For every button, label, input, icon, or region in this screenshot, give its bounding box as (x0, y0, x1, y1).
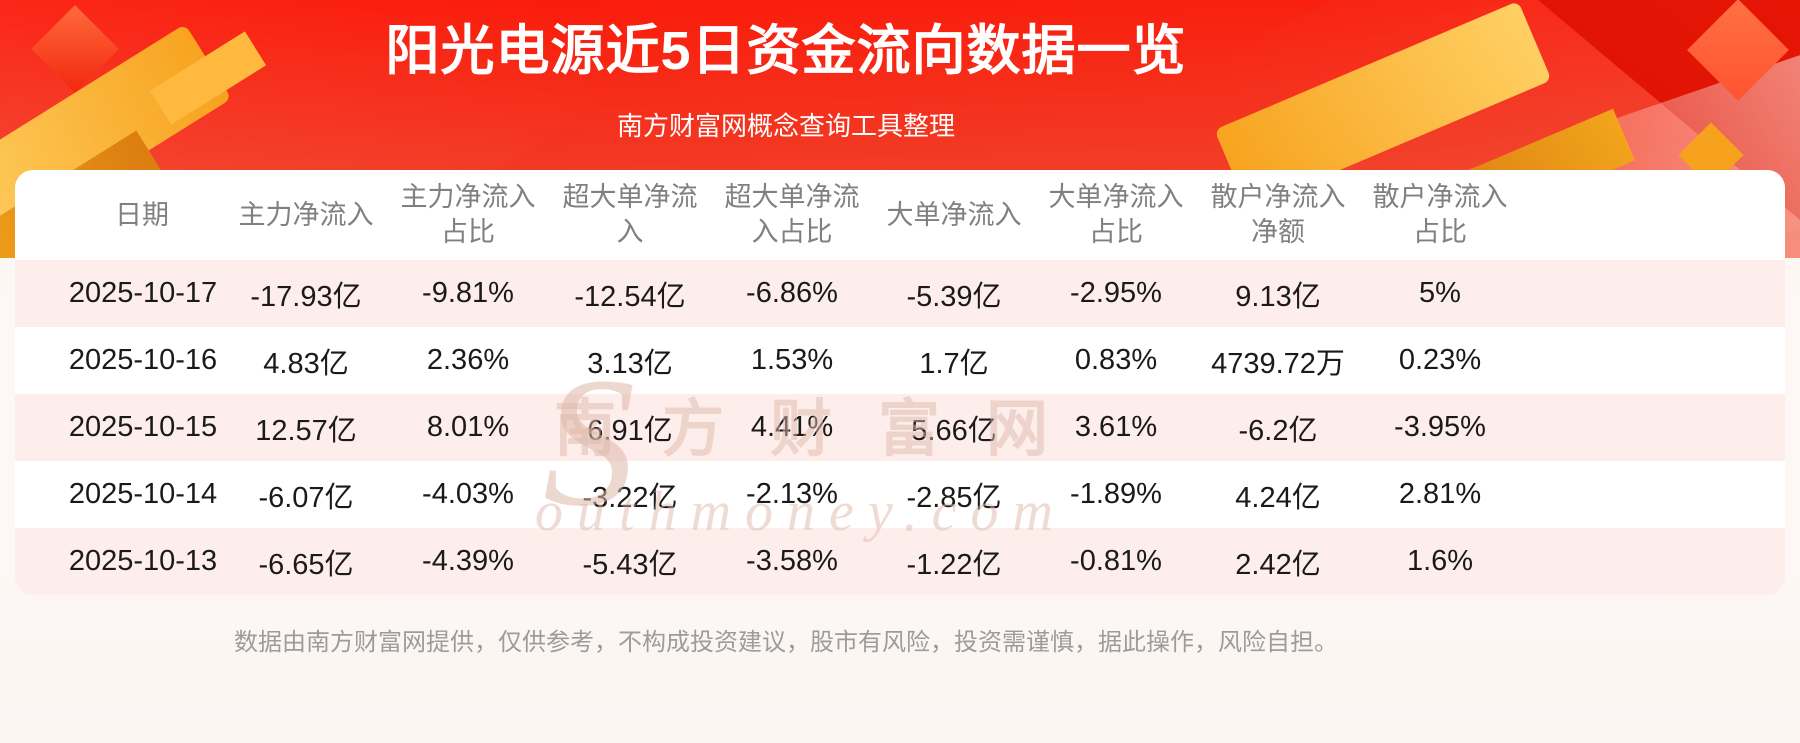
value-cell: -6.86% (746, 277, 838, 309)
column-header: 散户净流入净额 (1197, 170, 1359, 260)
table-header-row: 日期 主力净流入 主力净流入占比 超大单净流入 超大单净流入占比 大单净流入 大单净流入占比… (15, 170, 1785, 260)
date-cell: 2025-10-13 (68, 545, 218, 577)
value-cell: -0.81% (1070, 545, 1162, 577)
value-cell: -9.81% (422, 277, 514, 309)
date-cell: 2025-10-14 (68, 478, 218, 510)
filler-cell (1521, 394, 1785, 461)
value-cell: -4.39% (422, 545, 514, 577)
value-cell: 0.83% (1074, 344, 1158, 376)
table-row: 2025-10-14 -6.07亿 -4.03% -3.22亿 -2.13% -2.85亿… (15, 461, 1785, 528)
value-cell: 4.24亿 (1235, 481, 1321, 514)
column-header: 散户净流入占比 (1359, 170, 1521, 260)
value-cell: -5.39亿 (906, 280, 1002, 313)
value-cell: 2.36% (426, 344, 510, 376)
value-cell: 5% (1419, 277, 1461, 309)
value-cell: 3.61% (1074, 411, 1158, 443)
fund-flow-card: 日期 主力净流入 主力净流入占比 超大单净流入 超大单净流入占比 大单净流入 大单净流入占比… (15, 170, 1785, 595)
value-cell: 4739.72万 (1211, 347, 1345, 380)
value-cell: 4.83亿 (263, 347, 349, 380)
date-cell: 2025-10-16 (68, 344, 218, 376)
value-cell: -2.13% (746, 478, 838, 510)
value-cell: -5.43亿 (582, 548, 678, 581)
value-cell: -4.03% (422, 478, 514, 510)
filler-cell (1521, 528, 1785, 595)
value-cell: -1.89% (1070, 478, 1162, 510)
value-cell: -3.22亿 (582, 481, 678, 514)
value-cell: -6.2亿 (1238, 414, 1318, 447)
table-head: 日期 主力净流入 主力净流入占比 超大单净流入 超大单净流入占比 大单净流入 大单净流入占比… (15, 170, 1785, 260)
value-cell: 4.41% (750, 411, 834, 443)
value-cell: 2.81% (1398, 478, 1482, 510)
value-cell: 6.91亿 (587, 414, 673, 447)
value-cell: 9.13亿 (1235, 280, 1321, 313)
filler-cell (1521, 260, 1785, 327)
table-body: 2025-10-17 -17.93亿 -9.81% -12.54亿 -6.86% -5.3… (15, 260, 1785, 595)
value-cell: -12.54亿 (574, 280, 686, 313)
date-cell: 2025-10-17 (68, 277, 218, 309)
column-header: 大单净流入占比 (1035, 170, 1197, 260)
column-filler (1521, 170, 1785, 260)
table-row: 2025-10-17 -17.93亿 -9.81% -12.54亿 -6.86% -5.3… (15, 260, 1785, 327)
column-header: 主力净流入 (225, 170, 387, 260)
column-header: 超大单净流入占比 (711, 170, 873, 260)
value-cell: -2.95% (1070, 277, 1162, 309)
value-cell: -6.07亿 (258, 481, 354, 514)
value-cell: 5.66亿 (911, 414, 997, 447)
value-cell: 2.42亿 (1235, 548, 1321, 581)
value-cell: 12.57亿 (255, 414, 357, 447)
column-header: 日期 (15, 170, 225, 260)
value-cell: -3.58% (746, 545, 838, 577)
value-cell: 1.7亿 (919, 347, 989, 380)
page-subtitle: 南方财富网概念查询工具整理 (616, 111, 955, 141)
table-row: 2025-10-15 12.57亿 8.01% 6.91亿 4.41% 5.66亿 3.61… (15, 394, 1785, 461)
value-cell: -2.85亿 (906, 481, 1002, 514)
value-cell: 1.6% (1406, 545, 1474, 577)
value-cell: -6.65亿 (258, 548, 354, 581)
fund-flow-table: 日期 主力净流入 主力净流入占比 超大单净流入 超大单净流入占比 大单净流入 大单净流入占比… (15, 170, 1785, 595)
value-cell: -3.95% (1394, 411, 1486, 443)
column-header: 主力净流入占比 (387, 170, 549, 260)
column-header: 大单净流入 (873, 170, 1035, 260)
value-cell: -17.93亿 (250, 280, 362, 313)
date-cell: 2025-10-15 (68, 411, 218, 443)
value-cell: 8.01% (426, 411, 510, 443)
value-cell: 3.13亿 (587, 347, 673, 380)
value-cell: 1.53% (750, 344, 834, 376)
filler-cell (1521, 461, 1785, 528)
value-cell: -1.22亿 (906, 548, 1002, 581)
filler-cell (1521, 327, 1785, 394)
table-row: 2025-10-13 -6.65亿 -4.39% -5.43亿 -3.58% -1.22亿… (15, 528, 1785, 595)
headline-block: 阳光电源近5日资金流向数据一览 南方财富网概念查询工具整理 (0, 0, 1572, 143)
column-header: 超大单净流入 (549, 170, 711, 260)
page-title: 阳光电源近5日资金流向数据一览 (385, 21, 1187, 81)
value-cell: 0.23% (1398, 344, 1482, 376)
disclaimer-text: 数据由南方财富网提供，仅供参考，不构成投资建议，股市有风险，投资需谨慎，据此操作… (234, 629, 1338, 656)
table-row: 2025-10-16 4.83亿 2.36% 3.13亿 1.53% 1.7亿 0.83% 4… (15, 327, 1785, 394)
